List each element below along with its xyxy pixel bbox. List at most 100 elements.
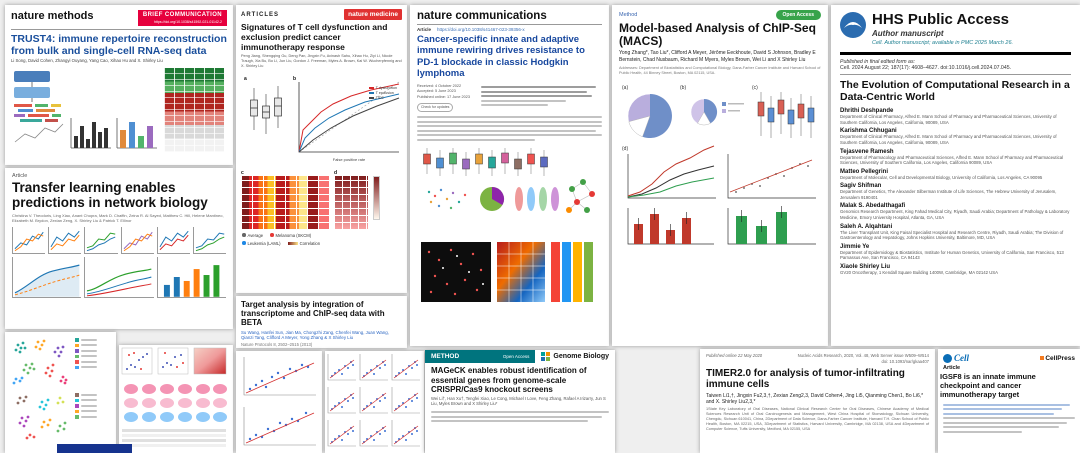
- paper-tide[interactable]: ARTICLES nature medicine Signatures of T…: [236, 5, 407, 293]
- author-affiliation: Department of Molecular, Cell and Develo…: [840, 174, 1043, 180]
- author-block: Saleh A. Alqahtani The Liver Transplant U…: [831, 222, 1080, 242]
- doi-link[interactable]: doi: 10.1093/nar/gkaa407: [881, 358, 930, 364]
- natcomms-figure-wrap: [417, 144, 602, 308]
- articles-kicker: ARTICLES: [241, 11, 279, 18]
- macs-figure: (a) (b) (c) (d): [622, 85, 816, 245]
- paper-title: IGSF8 is an innate immune checkpoint and…: [940, 372, 1036, 399]
- article-kicker: Article: [943, 365, 961, 371]
- roc-legend-item: T exclusion: [375, 91, 394, 96]
- paper-timer2[interactable]: Published online 22 May 2020 Nucleic Aci…: [700, 349, 935, 453]
- umap-legend-2: [75, 390, 97, 442]
- author-name: Xiaole Shirley Liu: [840, 263, 891, 270]
- author-affiliation: The Liver Transplant Unit, King Faisal S…: [840, 229, 1064, 241]
- umap-legend-1: [75, 335, 97, 387]
- paper-hhs-manuscript[interactable]: HHS Public Access Author manuscript Cell…: [831, 5, 1080, 346]
- published-online: Published online 22 May 2020: [706, 353, 763, 358]
- journal-name: Cell: [954, 353, 969, 363]
- author-affiliation: Department of Pharmacology and Pharmaceu…: [840, 154, 1064, 166]
- author-name: Tejasvene Ramesh: [840, 148, 894, 155]
- trust4-header: nature methods BRIEF COMMUNICATION https…: [5, 5, 233, 29]
- roc-legend-item: TIDE: [375, 96, 384, 101]
- roc-legend: T dysfunction T exclusion TIDE: [368, 86, 397, 101]
- paper-authors: Taiwen Li1,†, Jingxin Fu2,3,†, Zexian Ze…: [706, 392, 924, 405]
- timer2-header: Published online 22 May 2020 Nucleic Aci…: [700, 349, 935, 367]
- panel-label-c: c: [241, 170, 244, 177]
- paper-citation: Nature Protocols 8, 2502–2515 (2013): [241, 342, 313, 347]
- paper-beta[interactable]: Target analysis by integration of transc…: [236, 296, 407, 348]
- paper-title: Signatures of T cell dysfunction and exc…: [241, 22, 388, 52]
- paper-title: TRUST4: immune repertoire reconstruction…: [11, 33, 227, 58]
- cellpress-mark-icon: [1040, 356, 1045, 360]
- figure-miniature-panels[interactable]: [119, 345, 233, 453]
- paper-geneformer[interactable]: Article Transfer learning enables predic…: [5, 168, 233, 329]
- natcomms-kicker-row: Article https://doi.org/10.1038/s41467-0…: [410, 25, 609, 32]
- author-affiliation: Department of Genetics, The Alexander Si…: [840, 189, 1057, 200]
- legend-item: Leukemia (LAML): [247, 240, 281, 246]
- panel-label-a: (a): [622, 85, 628, 91]
- doi-link[interactable]: https://doi.org/10.1038/s41592-021-01142…: [153, 19, 222, 24]
- umap-panel-1: [8, 335, 113, 387]
- tide-heatmap-d: [334, 176, 368, 231]
- paper-trust4[interactable]: nature methods BRIEF COMMUNICATION https…: [5, 5, 233, 165]
- author-block: Sagiv Shifman Department of Genetics, The…: [831, 182, 1080, 202]
- paper-authors: Yong Zhang*, Tao Liu*, Clifford A Meyer,…: [619, 50, 816, 64]
- figure-scatter-a[interactable]: [236, 351, 322, 453]
- correlation-colorbar-chip: [287, 241, 298, 245]
- hhs-logo-icon: [840, 12, 866, 38]
- thumbnail-edge-strip: [57, 444, 132, 453]
- roc-legend-item: T dysfunction: [375, 86, 397, 91]
- author-affiliation: GV20 Oncotherapy, 1 Kendall Square Build…: [840, 269, 999, 275]
- author-affiliation: Department of Clinical Pharmacy, Alfred …: [840, 134, 1057, 145]
- paper-mageck[interactable]: METHOD Open Access Genome Biology MAGeCK…: [425, 350, 615, 453]
- method-kicker: METHOD: [431, 353, 460, 360]
- method-kicker: Method: [619, 12, 638, 18]
- trust4-heatmap: [164, 68, 224, 153]
- paper-title: TIMER2.0 for analysis of tumor-infiltrat…: [706, 367, 905, 391]
- panel-label-d: (d): [622, 146, 628, 152]
- author-affiliation: Department of Clinical Pharmacy, Alfred …: [840, 114, 1057, 125]
- trust4-schematic-figure: [14, 71, 157, 149]
- paper-macs[interactable]: Method Open Access Model-based Analysis …: [612, 5, 828, 346]
- open-access-badge[interactable]: Open Access: [775, 10, 821, 20]
- journal-issue-info: Nucleic Acids Research, 2020, Vol. 48, W…: [798, 353, 929, 365]
- check-for-updates-badge[interactable]: Check for updates: [417, 102, 454, 112]
- miniature-panels-figure: [121, 347, 227, 447]
- tide-header: ARTICLES nature medicine: [236, 5, 407, 22]
- cell-journal-logo: Cell: [943, 353, 969, 363]
- author-name: Saleh A. Alqahtani: [840, 223, 893, 230]
- paper-title: MAGeCK enables robust identification of …: [431, 366, 587, 395]
- author-block: Karishma Chhugani Department of Clinical …: [831, 127, 1080, 147]
- natcomms-figure: [421, 147, 595, 302]
- genome-biology-mark-icon: [541, 352, 551, 361]
- author-name: Dhrithi Deshpande: [840, 108, 894, 115]
- figure-scatter-grid[interactable]: [325, 351, 424, 453]
- divider: [417, 24, 602, 25]
- tide-legend-row-2: Leukemia (LAML) Correlation: [236, 239, 407, 247]
- article-kicker: Article: [417, 27, 432, 32]
- paper-natcomms[interactable]: nature communications Article https://do…: [410, 5, 609, 346]
- nature-methods-logo: nature methods: [11, 10, 94, 22]
- macs-header: Method Open Access: [612, 5, 828, 20]
- publisher-name: CellPress: [1045, 354, 1075, 362]
- doi-link[interactable]: https://doi.org/10.1038/s41467-023-39356…: [437, 27, 525, 32]
- cell-logo-icon: [943, 353, 952, 363]
- paper-authors-placeholder: [481, 84, 602, 112]
- tide-legend-row-1: Average Melanoma (SKCM): [236, 231, 407, 239]
- published-date: Published online: 17 June 2023: [417, 94, 470, 99]
- tide-figure-ab: a b False positive rate T dysfunction T …: [236, 70, 407, 169]
- paper-authors-links[interactable]: Su Wang, Hanfei Sun, Jian Ma, Chongzhi Z…: [241, 329, 389, 341]
- paper-igsf8[interactable]: Cell CellPress Article IGSF8 is an innat…: [938, 349, 1080, 453]
- paper-authors: Peng Jiang, Shengqing Gu, Deng Pan, Jing…: [241, 54, 402, 69]
- paper-authors: Christina V. Theodoris, Ling Xiao, Anant…: [12, 212, 224, 223]
- cell-header: Cell CellPress: [938, 349, 1080, 365]
- open-access-badge[interactable]: Open Access: [502, 354, 530, 359]
- figure-umap-thumbnails[interactable]: [5, 332, 116, 453]
- nature-medicine-logo: nature medicine: [344, 9, 402, 20]
- article-kicker: Article: [12, 173, 28, 179]
- umap-scatter-1: [12, 339, 68, 385]
- paper-title: Transfer learning enables predictions in…: [12, 180, 208, 210]
- panel-label-b: b: [293, 76, 296, 82]
- author-affiliation: Department of Epidemiology & Biostatisti…: [840, 249, 1064, 261]
- panel-label-c: (c): [752, 85, 758, 91]
